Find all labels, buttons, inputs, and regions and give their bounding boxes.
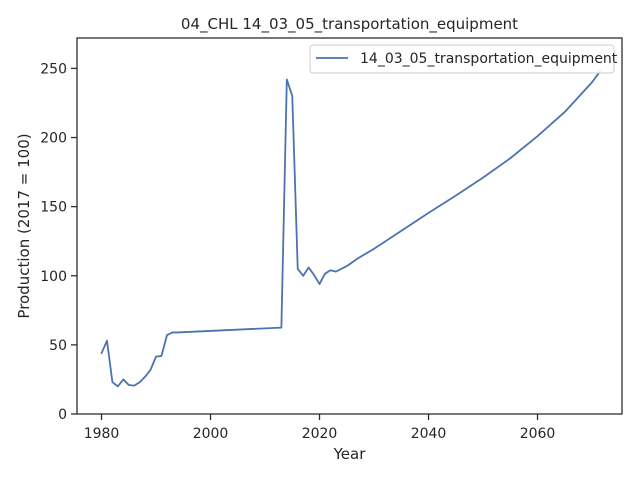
series-line-0 [100,70,602,388]
y-tick-label: 100 [40,269,67,285]
x-axis-label: Year [333,445,367,463]
x-tick-label: 2040 [411,426,447,442]
y-tick-label: 250 [40,61,67,77]
chart-title: 04_CHL 14_03_05_transportation_equipment [181,15,518,34]
y-axis: 0 50 100 150 200 250 [40,61,77,423]
plot-frame [76,37,623,415]
y-axis-label: Production (2017 = 100) [15,133,33,318]
legend-label: 14_03_05_transportation_equipment [360,51,618,67]
x-axis: 1980 2000 2020 2040 2060 [84,414,556,442]
x-tick-label: 2000 [193,426,229,442]
x-tick-label: 2060 [520,426,556,442]
plot-area [76,37,623,415]
y-tick-label: 150 [40,200,67,216]
x-tick-label: 2020 [302,426,338,442]
x-tick-label: 1980 [84,426,120,442]
y-tick-label: 50 [49,338,67,354]
y-tick-label: 0 [58,407,67,423]
y-tick-label: 200 [40,131,67,147]
legend-box [309,44,615,74]
legend: 14_03_05_transportation_equipment [309,44,618,74]
